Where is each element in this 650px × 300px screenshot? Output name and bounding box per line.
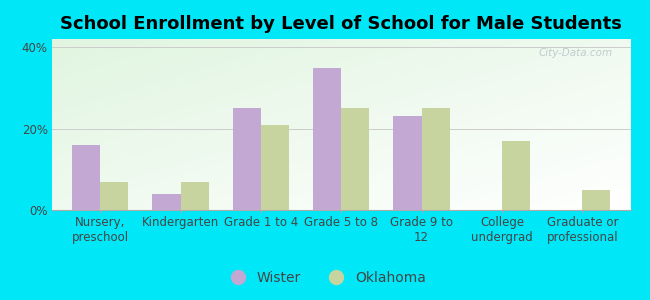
- Bar: [313, 68, 341, 210]
- Bar: [393, 116, 422, 210]
- Bar: [422, 108, 450, 210]
- Bar: [153, 194, 181, 210]
- Legend: Wister, Oklahoma: Wister, Oklahoma: [218, 265, 432, 290]
- Bar: [72, 145, 100, 210]
- Bar: [100, 182, 128, 210]
- Text: City-Data.com: City-Data.com: [539, 47, 613, 58]
- Bar: [341, 108, 369, 210]
- Bar: [261, 124, 289, 210]
- Bar: [233, 108, 261, 210]
- Bar: [502, 141, 530, 210]
- Bar: [582, 190, 610, 210]
- Title: School Enrollment by Level of School for Male Students: School Enrollment by Level of School for…: [60, 15, 622, 33]
- Bar: [181, 182, 209, 210]
